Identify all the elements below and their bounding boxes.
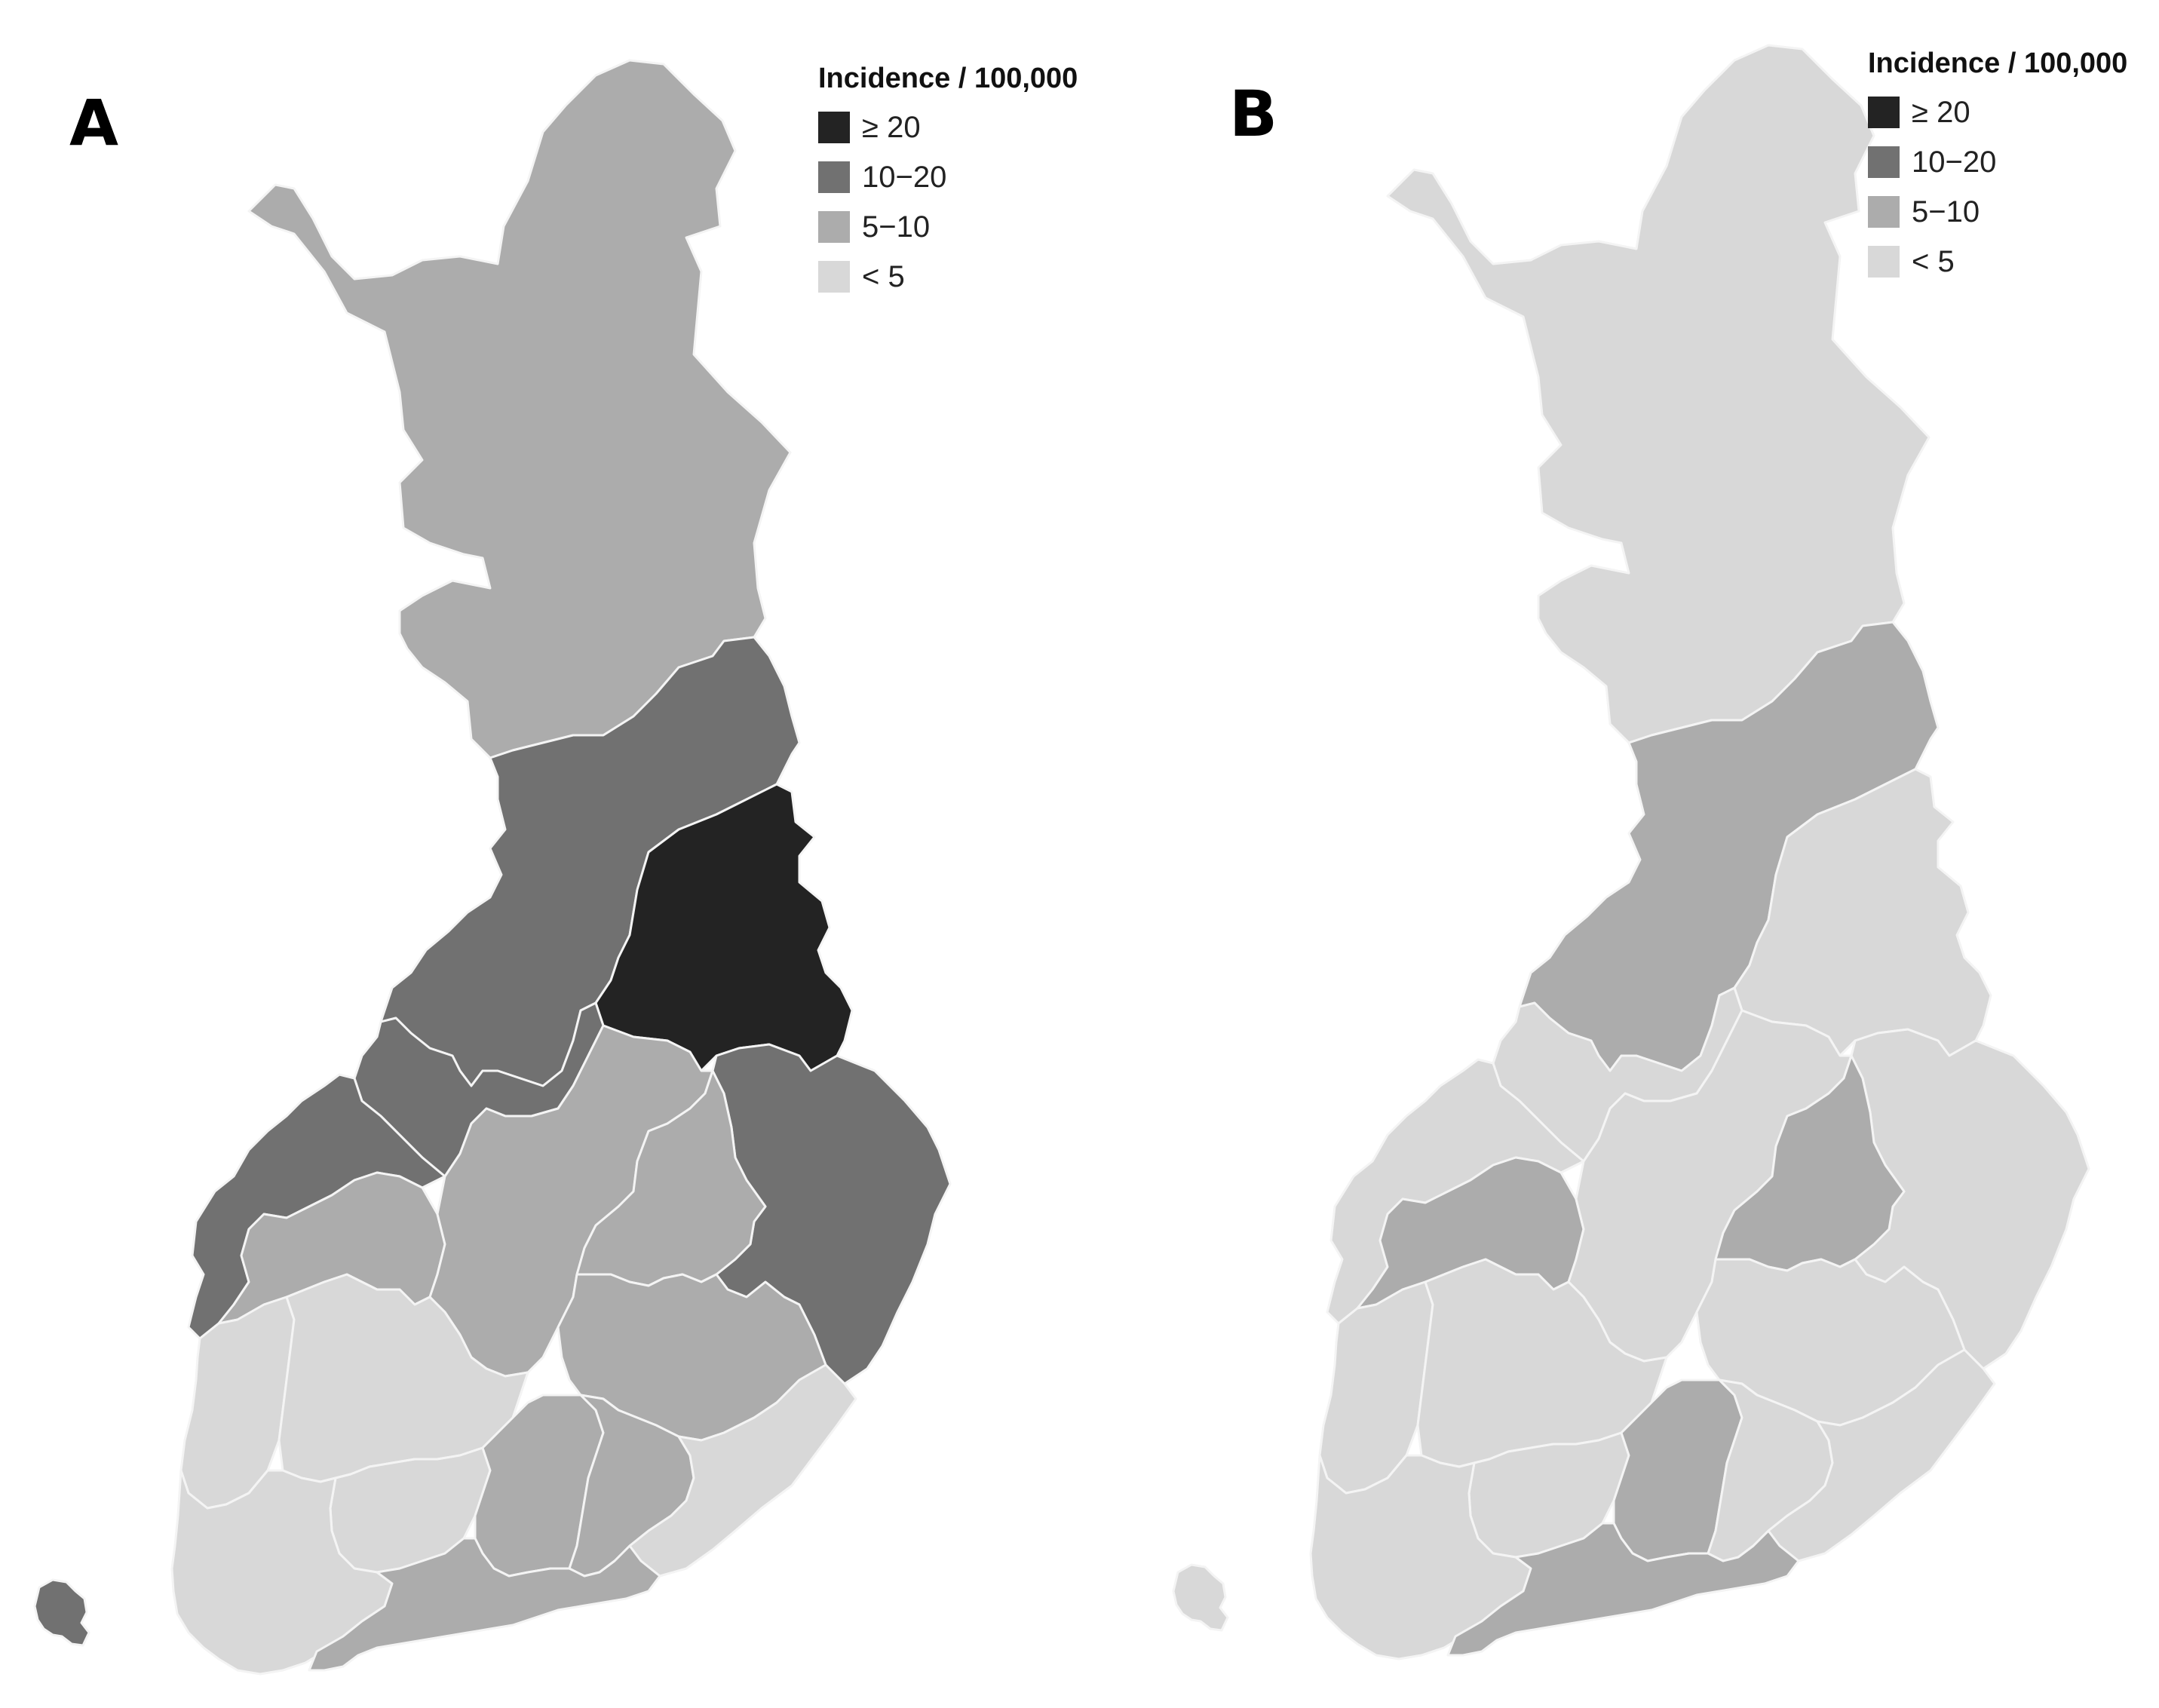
legend-swatch <box>1868 97 1900 128</box>
legend-swatch <box>1868 246 1900 278</box>
legend-swatch <box>1868 196 1900 228</box>
panel-b: B Incidence / 100,000 ≥ 20 10−20 5−10 < 5 <box>1172 44 2127 1660</box>
legend-label: 10−20 <box>1912 146 1996 179</box>
legend-title: Incidence / 100,000 <box>1868 48 2127 79</box>
legend-item: 5−10 <box>1868 195 1980 228</box>
legend-title: Incidence / 100,000 <box>818 63 1078 94</box>
legend-label: < 5 <box>1912 245 1955 278</box>
legend-swatch <box>818 211 850 243</box>
legend-label: 5−10 <box>862 210 930 244</box>
legend-item: 10−20 <box>1868 146 1996 179</box>
panel-letter: B <box>1229 77 1277 151</box>
legend-item: < 5 <box>818 260 905 293</box>
region-north-savo <box>1714 1054 1906 1272</box>
legend-swatch <box>818 261 850 293</box>
legend-item: ≥ 20 <box>1868 96 1970 129</box>
panel-a: A Incidence / 100,000 ≥ 20 10−20 5−10 < 5 <box>33 59 1078 1676</box>
region-aland <box>1172 1563 1229 1632</box>
legend-item: ≥ 20 <box>818 111 921 144</box>
legend-item: 5−10 <box>818 210 930 244</box>
region-south-karelia <box>1767 1348 1996 1562</box>
legend-label: < 5 <box>862 260 905 293</box>
region-north-savo <box>575 1069 767 1287</box>
panel-letter: A <box>69 86 118 160</box>
legend-item: < 5 <box>1868 245 1955 278</box>
finland-map <box>33 59 952 1676</box>
legend-label: 10−20 <box>862 161 946 194</box>
region-uusimaa <box>308 1537 661 1672</box>
legend: Incidence / 100,000 ≥ 20 10−20 5−10 < 5 <box>1868 48 2127 278</box>
legend-swatch <box>818 112 850 143</box>
legend: Incidence / 100,000 ≥ 20 10−20 5−10 < 5 <box>818 63 1078 293</box>
legend-label: ≥ 20 <box>862 111 921 144</box>
region-uusimaa <box>1446 1522 1800 1657</box>
legend-label: ≥ 20 <box>1912 96 1970 129</box>
region-south-karelia <box>628 1363 857 1578</box>
legend-swatch <box>1868 146 1900 178</box>
legend-label: 5−10 <box>1912 195 1980 228</box>
legend-item: 10−20 <box>818 161 946 194</box>
legend-swatch <box>818 161 850 193</box>
region-aland <box>33 1578 90 1647</box>
finland-map <box>1172 44 2090 1660</box>
